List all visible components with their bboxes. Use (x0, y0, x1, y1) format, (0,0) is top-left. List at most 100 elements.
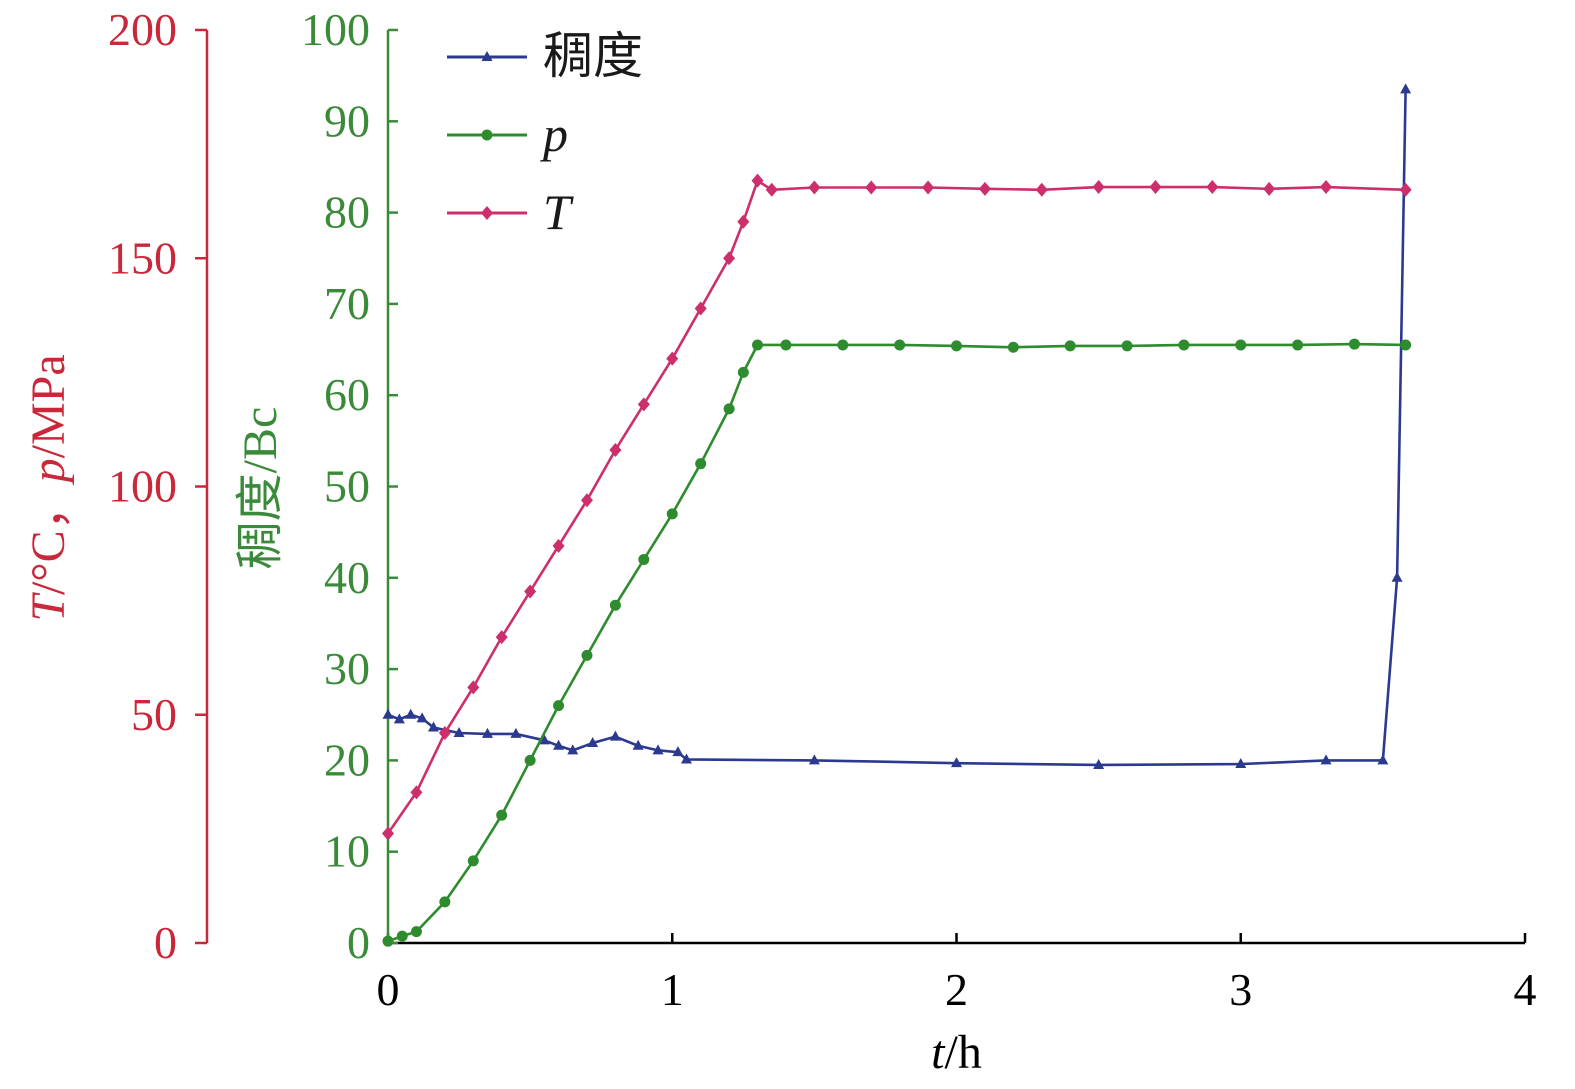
data-point (553, 700, 565, 712)
data-point (396, 930, 408, 942)
data-point (609, 730, 621, 741)
data-point (978, 181, 991, 196)
series-group (382, 83, 1412, 947)
data-point (1320, 180, 1333, 195)
data-point (467, 855, 479, 867)
data-point (524, 754, 536, 766)
data-point (865, 180, 878, 195)
data-point (765, 182, 778, 197)
data-point (723, 251, 736, 266)
data-point (496, 809, 508, 821)
data-point (581, 649, 593, 661)
data-point (1064, 340, 1076, 352)
data-point (552, 538, 565, 553)
y-axis-outer-title: T/°C，p/MPa (22, 354, 75, 621)
data-point (1348, 338, 1360, 350)
series-2 (382, 173, 1412, 841)
data-point (405, 708, 417, 719)
x-axis-title-var: t (931, 1026, 946, 1079)
data-point (1400, 83, 1412, 94)
data-point (1007, 341, 1019, 353)
legend: 稠度 pT (447, 28, 643, 240)
data-point (1320, 754, 1332, 765)
legend-swatch-marker (481, 51, 493, 61)
legend-label: 稠度 (543, 28, 643, 84)
data-point (1178, 339, 1190, 351)
data-point (567, 744, 579, 755)
data-point (1092, 180, 1105, 195)
data-point (837, 339, 849, 351)
x-axis-title-unit: /h (945, 1026, 982, 1079)
data-point (695, 458, 707, 470)
data-point (453, 727, 465, 738)
data-point (1399, 182, 1412, 197)
y-inner-tick-label: 50 (324, 461, 370, 512)
series-line (386, 179, 1406, 835)
y-outer-title-label-T_unit: /°C， (22, 482, 75, 595)
data-point (538, 734, 550, 745)
axis-titles: t/h T/°C，p/MPa 稠度/Bc (22, 354, 982, 1079)
y-inner-tick-label: 10 (324, 826, 370, 877)
data-point (632, 739, 644, 750)
y-inner-tick-label: 80 (324, 187, 370, 238)
x-tick-label: 0 (377, 964, 400, 1015)
legend-label: p (540, 106, 568, 162)
y-outer-tick-label: 200 (108, 4, 177, 55)
data-point (1263, 181, 1276, 196)
data-point (481, 727, 493, 738)
data-point (638, 554, 650, 566)
data-point (737, 366, 749, 378)
y-inner-tick-label: 40 (324, 552, 370, 603)
data-point (752, 339, 764, 351)
data-point (410, 926, 422, 938)
data-point (780, 339, 792, 351)
legend-label: T (543, 184, 574, 240)
data-point (1235, 758, 1247, 769)
data-point (553, 739, 565, 750)
data-point (609, 442, 622, 457)
data-point (587, 737, 599, 748)
y-outer-tick-label: 100 (108, 461, 177, 512)
legend-swatch-marker (481, 129, 493, 141)
y-outer-title-label-p: p (22, 458, 75, 485)
legend-swatch-marker (481, 206, 493, 220)
x-axis-title: t/h (931, 1026, 982, 1079)
x-tick-label: 4 (1514, 964, 1537, 1015)
data-point (609, 599, 621, 611)
legend-item: 稠度 (447, 28, 643, 84)
y-inner-tick-label: 70 (324, 278, 370, 329)
data-point (416, 712, 428, 723)
y-inner-tick-label: 30 (324, 643, 370, 694)
data-point (438, 726, 451, 741)
data-point (637, 397, 650, 412)
data-point (951, 757, 962, 768)
y-inner-tick-label: 90 (324, 95, 370, 146)
y-axis-inner-title: 稠度/Bc (234, 407, 287, 570)
y-inner-tick-label: 0 (347, 917, 370, 968)
data-point (951, 340, 962, 352)
y-outer-tick-label: 0 (154, 917, 177, 968)
data-point (1235, 339, 1247, 351)
data-point (510, 727, 522, 738)
data-point (467, 680, 480, 695)
y-outer-title-label-p_unit: /MPa (22, 354, 75, 458)
y-outer-tick-label: 50 (131, 689, 177, 740)
series-line (387, 89, 1407, 767)
series-line (387, 342, 1406, 943)
legend-item: T (447, 184, 574, 240)
data-point (382, 935, 394, 947)
data-point (694, 301, 707, 316)
data-point (495, 630, 508, 645)
data-point (427, 721, 439, 732)
y-inner-tick-label: 20 (324, 734, 370, 785)
data-point (1093, 758, 1105, 769)
data-point (1292, 339, 1304, 351)
series-0 (382, 83, 1412, 769)
data-point (672, 746, 684, 757)
x-tick-label: 2 (945, 964, 968, 1015)
y-outer-tick-label: 150 (108, 232, 177, 283)
data-point (1391, 571, 1403, 582)
data-point (580, 493, 593, 508)
